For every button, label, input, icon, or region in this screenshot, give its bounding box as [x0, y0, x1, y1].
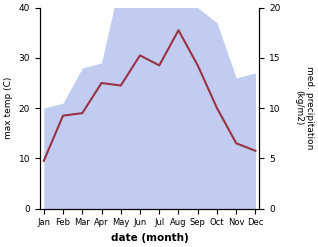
Y-axis label: max temp (C): max temp (C) — [4, 77, 13, 139]
X-axis label: date (month): date (month) — [111, 233, 189, 243]
Y-axis label: med. precipitation
(kg/m2): med. precipitation (kg/m2) — [294, 66, 314, 150]
